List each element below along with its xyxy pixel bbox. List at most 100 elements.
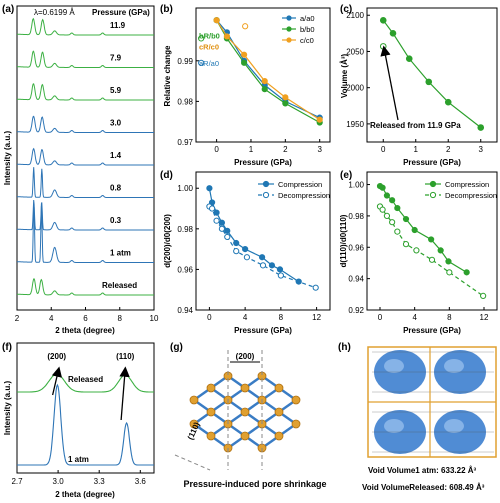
xrd-trace — [17, 278, 154, 296]
y-tick-label: 0.96 — [177, 265, 193, 274]
data-point — [389, 219, 396, 226]
x-tick-label: 1 — [414, 145, 419, 154]
xrd-trace — [17, 147, 154, 166]
panel-a-wavelength: λ=0.6199 Å — [34, 8, 75, 17]
data-point — [316, 116, 323, 123]
x-tick-label: 3.0 — [53, 477, 65, 486]
data-point — [208, 205, 216, 212]
panel-d: (d) 0 4 8 12 0.94 0.96 0.98 1.00 Compression Deco… — [160, 170, 331, 335]
data-point — [444, 98, 452, 106]
released-point — [198, 35, 205, 42]
x-tick-label: 0 — [378, 313, 383, 322]
y-tick-label: 0.98 — [177, 225, 193, 234]
legend-label: a/a0 — [300, 14, 315, 23]
peak-arrow-110 — [119, 366, 130, 421]
lattice-node — [274, 431, 284, 441]
panel-b: (b) 0 1 2 3 0.97 0.98 0.99 bR/b0 cR/c0 aR/a0 a/a0 b… — [160, 4, 331, 167]
xrd-trace — [17, 115, 154, 133]
x-tick-label: 8 — [279, 313, 284, 322]
data-point — [463, 269, 470, 276]
lattice-node — [206, 407, 216, 417]
data-point — [411, 226, 418, 234]
data-point — [213, 217, 220, 224]
panel-g-caption: Pressure-induced pore shrinkage — [183, 479, 326, 489]
panel-g-lattice-illustration — [189, 371, 301, 453]
lattice-node — [240, 431, 250, 441]
y-tick-label: 0.98 — [177, 97, 193, 106]
x-tick-label: 12 — [312, 313, 321, 322]
x-tick-label: 2.7 — [11, 477, 23, 486]
data-point — [241, 51, 248, 58]
data-point — [477, 124, 485, 131]
data-point — [242, 246, 249, 253]
panel-f-frame — [16, 342, 155, 474]
x-tick-label: 2 — [15, 314, 20, 323]
data-point — [224, 227, 231, 234]
panel-f-label: (f) — [2, 342, 12, 353]
trace-label: Released — [102, 281, 137, 290]
data-point — [445, 258, 452, 265]
data-point — [379, 206, 386, 213]
data-point — [277, 272, 284, 279]
trace-label: 0.8 — [110, 184, 122, 193]
panel-g: (g) (200) (110) Pressure-induced pore sh… — [170, 342, 327, 489]
panel-g-guide-110 — [174, 454, 211, 471]
pore-highlight — [444, 359, 464, 373]
legend-label: b/b0 — [300, 25, 315, 34]
y-tick-label: 1.00 — [177, 184, 193, 193]
x-tick-label: 2 — [446, 145, 451, 154]
series-line — [209, 206, 316, 289]
y-tick-label: 0.99 — [177, 57, 193, 66]
panel-d-ylabel: d(200)/d0(200) — [163, 214, 172, 268]
x-tick-label: 0 — [207, 313, 212, 322]
panel-a-traces — [17, 17, 154, 296]
data-point — [259, 254, 266, 261]
series-line — [208, 188, 300, 283]
y-tick-label: 1950 — [346, 120, 364, 129]
legend-label: c/c0 — [300, 36, 314, 45]
legend-marker — [286, 15, 292, 21]
lattice-node — [240, 407, 250, 417]
legend-label: Compression — [278, 180, 322, 189]
panel-h-void-released: Void VolumeReleased: 608.49 Å³ — [362, 483, 485, 492]
lattice-node — [240, 383, 250, 393]
x-tick-label: 1 — [249, 145, 254, 154]
data-point — [394, 204, 401, 212]
trace-1atm — [17, 383, 154, 466]
panel-g-label-110: (110) — [186, 421, 202, 442]
series-line — [216, 19, 321, 121]
data-point — [282, 100, 289, 107]
data-point — [425, 78, 433, 86]
panel-a-legend-title: Pressure (GPa) — [92, 8, 150, 17]
y-tick-label: 1.00 — [348, 181, 364, 190]
data-point — [276, 266, 284, 273]
data-point — [389, 30, 397, 37]
data-point — [259, 262, 267, 269]
data-point — [218, 225, 226, 232]
xrd-trace — [17, 199, 154, 231]
lattice-node — [206, 431, 216, 441]
series-line — [379, 206, 484, 297]
panel-d-plot: 0 4 8 12 0.94 0.96 0.98 1.00 Compression Decompre… — [177, 180, 330, 322]
y-tick-label: 0.98 — [348, 212, 364, 221]
trace-label: 7.9 — [110, 54, 122, 63]
xrd-trace — [17, 50, 154, 68]
x-tick-label: 0 — [214, 145, 219, 154]
released-point — [242, 23, 249, 30]
x-tick-label: 4 — [49, 314, 54, 323]
panel-c-arrow — [380, 45, 399, 121]
data-point — [428, 236, 435, 243]
lattice-node — [206, 383, 216, 393]
lattice-node — [274, 407, 284, 417]
panel-c-plot: 0 1 2 3 1950 2000 2050 2100 — [346, 11, 485, 154]
y-tick-label: 0.94 — [348, 275, 364, 284]
x-tick-label: 10 — [150, 314, 159, 323]
panel-c-xlabel: Pressure (GPa) — [403, 158, 461, 167]
legend-marker — [262, 180, 270, 188]
panel-e: (e) 0 4 8 12 0.92 0.94 0.96 0.98 1.00 Compression… — [339, 170, 498, 335]
data-point — [243, 254, 251, 261]
data-point — [480, 292, 487, 299]
xrd-trace — [17, 167, 154, 198]
